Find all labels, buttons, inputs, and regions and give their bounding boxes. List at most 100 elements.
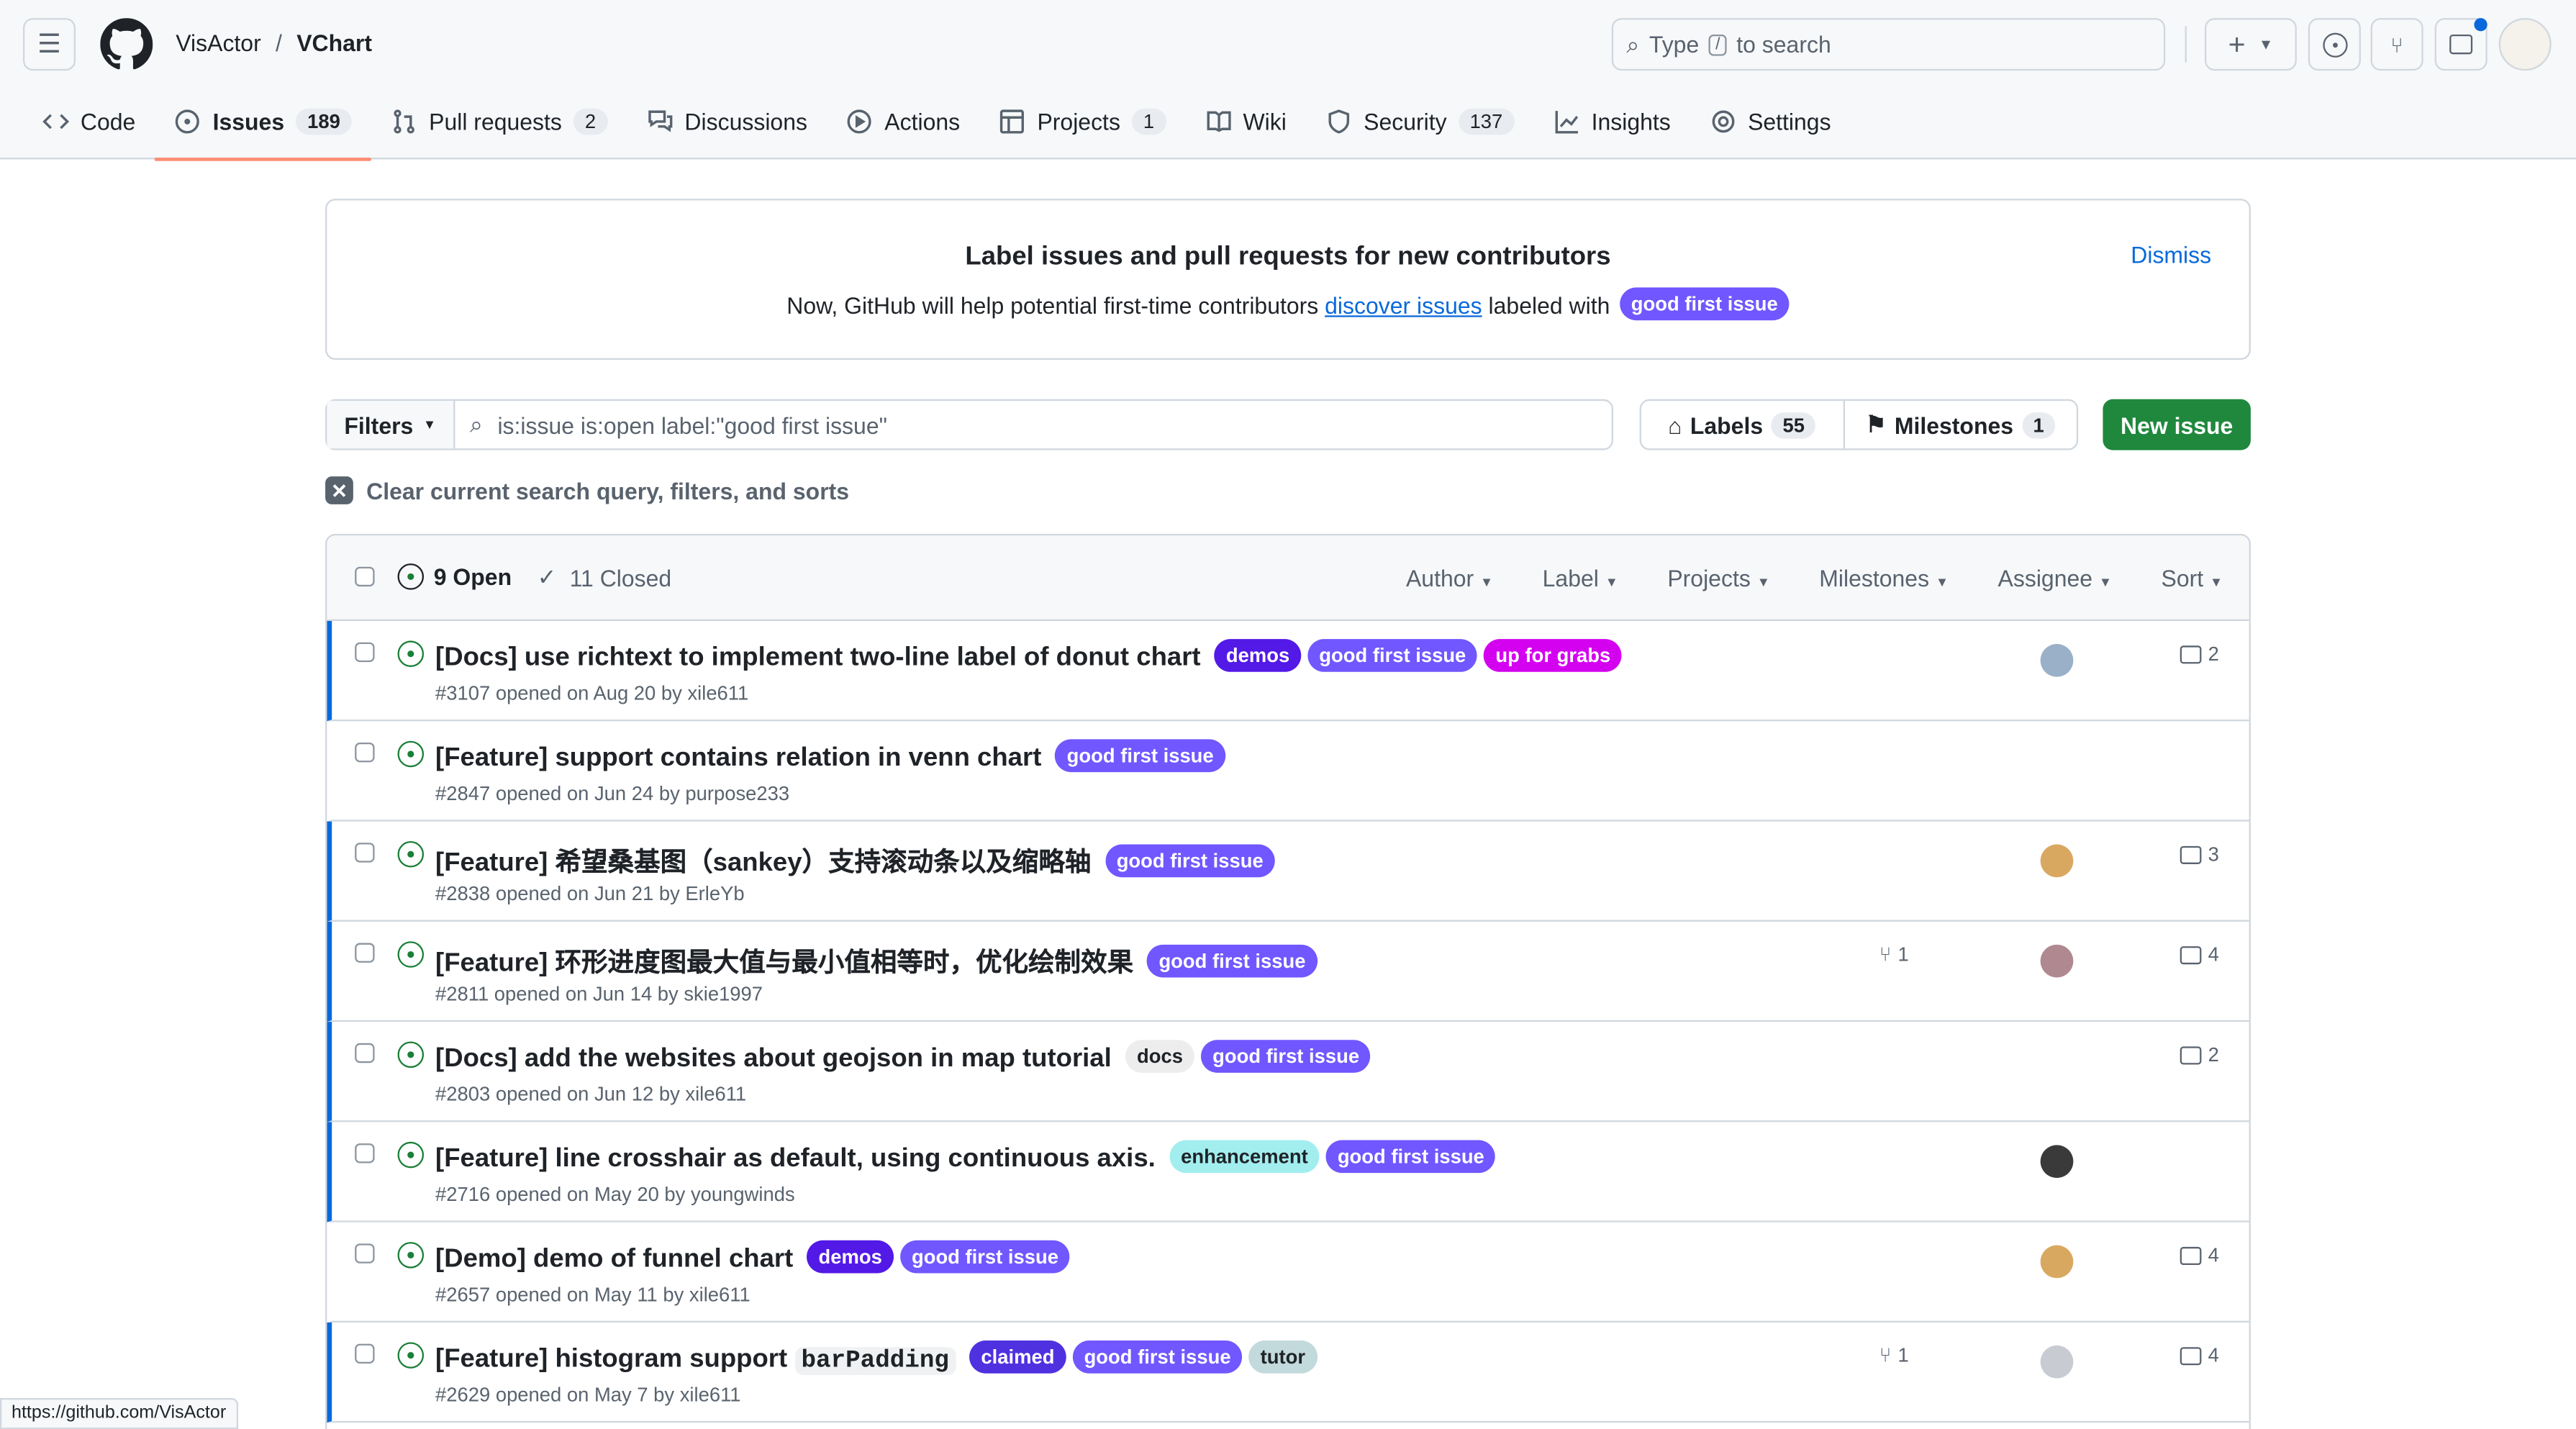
issue-label[interactable]: good first issue xyxy=(1072,1340,1243,1374)
issue-label[interactable]: demos xyxy=(1214,639,1302,672)
issue-label[interactable]: up for grabs xyxy=(1484,639,1623,672)
org-link[interactable]: VisActor xyxy=(176,30,261,56)
issue-row[interactable]: [Docs] use richtext to implement two-lin… xyxy=(327,621,2249,722)
issue-checkbox[interactable] xyxy=(355,1043,375,1063)
tab-issues[interactable]: Issues 189 xyxy=(155,95,372,161)
sort-assignee[interactable]: Assignee ▼ xyxy=(1998,565,2112,591)
linked-pr[interactable]: ⑂ 1 xyxy=(1879,943,1909,966)
tab-projects[interactable]: Projects 1 xyxy=(980,95,1186,148)
issue-title-link[interactable]: [Feature] 环形进度图最大值与最小值相等时，优化绘制效果 xyxy=(435,949,1134,978)
sort-label[interactable]: Label ▼ xyxy=(1543,565,1618,591)
comments-link[interactable]: 2 xyxy=(2180,643,2219,666)
issue-open-icon xyxy=(397,1141,425,1169)
labels-button[interactable]: ⌂ Labels 55 xyxy=(1641,401,1845,449)
tab-actions[interactable]: Actions xyxy=(827,95,979,148)
issue-title-link[interactable]: [Feature] support contains relation in v… xyxy=(435,744,1042,773)
issue-title-link[interactable]: [Feature] 希望桑基图（sankey）支持滚动条以及缩略轴 xyxy=(435,849,1092,878)
assignee-avatar[interactable] xyxy=(2040,1145,2074,1179)
comments-link[interactable]: 2 xyxy=(2180,1043,2219,1066)
issue-row[interactable]: [Feature] 环形进度图最大值与最小值相等时，优化绘制效果 good fi… xyxy=(327,921,2249,1022)
menu-button[interactable]: ☰ xyxy=(22,18,76,71)
issue-title-link[interactable]: [Feature] line crosshair as default, usi… xyxy=(435,1145,1156,1174)
issue-checkbox[interactable] xyxy=(355,843,375,863)
linked-pr[interactable]: ⑂ 1 xyxy=(1879,1344,1909,1367)
user-avatar[interactable] xyxy=(2498,18,2552,71)
caret-down-icon: ▼ xyxy=(2258,36,2274,53)
assignee-avatar[interactable] xyxy=(2040,1245,2074,1279)
comments-link[interactable]: 3 xyxy=(2180,843,2219,866)
issue-label[interactable]: good first issue xyxy=(1055,739,1225,773)
sort-sort[interactable]: Sort ▼ xyxy=(2161,565,2223,591)
sort-projects[interactable]: Projects ▼ xyxy=(1667,565,1769,591)
issue-label[interactable]: good first issue xyxy=(1201,1040,1371,1073)
milestone-icon: ⚑ xyxy=(1865,410,1887,437)
issue-label[interactable]: demos xyxy=(807,1240,894,1274)
sort-milestones[interactable]: Milestones ▼ xyxy=(1819,565,1949,591)
select-all-checkbox[interactable] xyxy=(355,566,375,587)
issue-label[interactable]: good first issue xyxy=(1307,639,1478,672)
issue-checkbox[interactable] xyxy=(355,943,375,963)
filters-dropdown[interactable]: Filters ▼ xyxy=(327,401,455,449)
tab-wiki[interactable]: Wiki xyxy=(1186,95,1307,148)
issue-row[interactable]: [Feature] line crosshair as default, usi… xyxy=(327,1122,2249,1222)
issue-row[interactable]: [Docs] add the websites about geojson in… xyxy=(327,1022,2249,1122)
tab-discussions[interactable]: Discussions xyxy=(627,95,827,148)
issue-search-input[interactable]: is:issue is:open label:"good first issue… xyxy=(497,411,887,438)
issue-label[interactable]: good first issue xyxy=(1147,944,1318,978)
issue-row[interactable]: [Feature] support contains relation in v… xyxy=(327,721,2249,822)
issues-button[interactable] xyxy=(2308,18,2361,71)
tab-label: Issues xyxy=(212,108,285,135)
issue-title-link[interactable]: [Docs] use richtext to implement two-lin… xyxy=(435,643,1201,672)
issue-label[interactable]: good first issue xyxy=(1325,1140,1496,1174)
pull-request-icon: ⑂ xyxy=(2390,32,2404,57)
issue-label[interactable]: good first issue xyxy=(899,1240,1070,1274)
milestones-button[interactable]: ⚑ Milestones 1 xyxy=(1845,401,2077,448)
issue-row[interactable]: [Demo] demo of funnel chart demos good fi… xyxy=(327,1222,2249,1323)
tab-insights[interactable]: Insights xyxy=(1534,95,1690,148)
issue-checkbox[interactable] xyxy=(355,1143,375,1163)
closed-filter[interactable]: ✓ 11 Closed xyxy=(538,563,672,591)
issue-row[interactable]: [Feature] 希望桑基图（sankey）支持滚动条以及缩略轴 good f… xyxy=(327,821,2249,922)
issue-checkbox[interactable] xyxy=(355,642,375,663)
assignee-avatar[interactable] xyxy=(2040,643,2074,677)
discover-issues-link[interactable]: discover issues xyxy=(1325,292,1482,319)
dismiss-button[interactable]: Dismiss xyxy=(2131,241,2212,268)
tab-label: Wiki xyxy=(1243,108,1287,135)
tab-security[interactable]: Security 137 xyxy=(1306,95,1533,148)
new-issue-button[interactable]: New issue xyxy=(2103,399,2251,450)
issue-label[interactable]: enhancement xyxy=(1169,1140,1320,1174)
issue-row[interactable]: [Feature] histogram support barPadding c… xyxy=(327,1322,2249,1423)
issue-meta: #2838 opened on Jun 21 by ErleYb xyxy=(435,882,745,906)
tab-settings[interactable]: Settings xyxy=(1690,95,1851,148)
pull-requests-button[interactable]: ⑂ xyxy=(2370,18,2423,71)
create-new-button[interactable]: + ▼ xyxy=(2205,18,2297,71)
tab-code[interactable]: Code xyxy=(23,95,155,148)
repo-link[interactable]: VChart xyxy=(296,30,373,56)
global-search[interactable]: ⌕ Type / to search xyxy=(1611,18,2166,71)
assignee-avatar[interactable] xyxy=(2040,844,2074,878)
caret-down-icon: ▼ xyxy=(1935,575,1949,590)
pull-request-icon xyxy=(394,109,415,134)
comments-link[interactable]: 4 xyxy=(2180,1243,2219,1266)
open-filter[interactable]: 9 Open xyxy=(397,563,512,590)
issue-title-link[interactable]: [Feature] histogram support xyxy=(435,1345,788,1374)
github-logo-icon[interactable] xyxy=(100,18,153,71)
issue-label[interactable]: docs xyxy=(1125,1040,1194,1073)
clear-filters-link[interactable]: ✕ Clear current search query, filters, a… xyxy=(325,476,849,504)
tab-pull-requests[interactable]: Pull requests 2 xyxy=(371,95,627,148)
comments-link[interactable]: 4 xyxy=(2180,1344,2219,1367)
assignee-avatar[interactable] xyxy=(2040,1345,2074,1379)
issue-title-link[interactable]: [Docs] add the websites about geojson in… xyxy=(435,1045,1112,1073)
issue-label[interactable]: claimed xyxy=(969,1340,1066,1374)
comments-link[interactable]: 4 xyxy=(2180,943,2219,966)
issue-label[interactable]: good first issue xyxy=(1105,844,1275,878)
issue-label[interactable]: tutor xyxy=(1248,1340,1318,1374)
issue-open-icon xyxy=(397,563,425,590)
issue-checkbox[interactable] xyxy=(355,1343,375,1364)
good-first-issue-label[interactable]: good first issue xyxy=(1619,287,1790,321)
issue-checkbox[interactable] xyxy=(355,1243,375,1264)
assignee-avatar[interactable] xyxy=(2040,944,2074,978)
sort-author[interactable]: Author ▼ xyxy=(1406,565,1493,591)
issue-checkbox[interactable] xyxy=(355,742,375,763)
issue-title-link[interactable]: [Demo] demo of funnel chart xyxy=(435,1245,794,1274)
